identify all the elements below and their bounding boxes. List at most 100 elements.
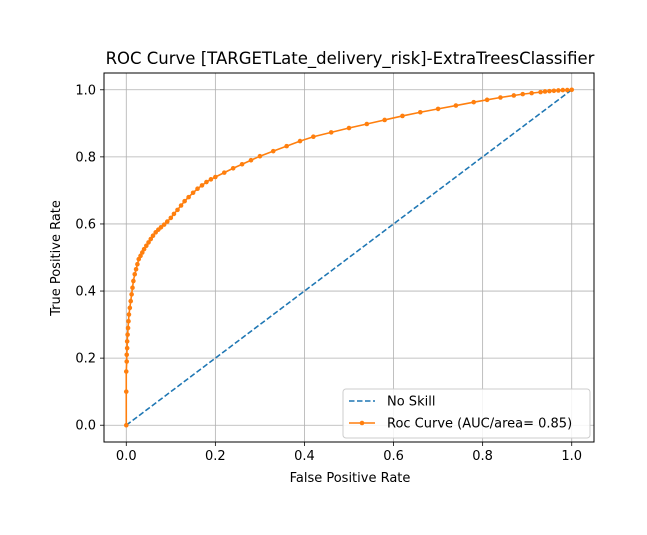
- legend-entry: No Skill: [349, 395, 435, 410]
- data-point: [529, 90, 534, 96]
- data-point: [124, 345, 130, 351]
- data-point: [168, 215, 174, 221]
- data-point: [171, 211, 177, 217]
- data-point: [124, 339, 130, 344]
- data-point: [551, 88, 557, 94]
- data-point: [248, 157, 254, 163]
- x-tick-label: 0.8: [472, 449, 493, 464]
- data-point: [144, 243, 149, 249]
- data-point: [195, 186, 200, 192]
- y-tick-label: 0.6: [75, 217, 96, 232]
- data-point: [564, 87, 570, 93]
- data-point: [560, 87, 566, 93]
- chart-title: ROC Curve [TARGETLate_delivery_risk]-Ext…: [106, 49, 595, 69]
- series-layer: [123, 87, 575, 428]
- data-point: [148, 236, 154, 242]
- data-point: [135, 261, 140, 267]
- legend-entry: Roc Curve (AUC/area= 0.85): [349, 417, 572, 432]
- data-point: [178, 203, 184, 208]
- data-point: [124, 352, 130, 358]
- x-tick-label: 0.4: [294, 449, 315, 464]
- data-point: [538, 89, 543, 95]
- data-point: [542, 89, 548, 94]
- data-point: [221, 170, 227, 175]
- data-point: [311, 134, 316, 140]
- data-point: [284, 143, 289, 149]
- series-1: [123, 87, 575, 428]
- y-tick-label: 1.0: [75, 83, 96, 98]
- data-point: [204, 179, 209, 185]
- data-point: [346, 125, 352, 131]
- data-point: [182, 198, 187, 204]
- series-line: [125, 89, 573, 426]
- x-tick-label: 0.0: [116, 449, 137, 464]
- data-point: [471, 99, 477, 105]
- data-point: [569, 87, 575, 93]
- legend-label: Roc Curve (AUC/area= 0.85): [387, 417, 572, 432]
- data-point: [556, 88, 561, 93]
- data-point: [186, 194, 191, 200]
- data-point: [364, 121, 370, 127]
- data-point: [297, 138, 303, 144]
- y-tick-label: 0.2: [75, 352, 96, 367]
- data-point: [199, 183, 205, 188]
- axis-ticks: 0.0 0.2 0.4 0.6 0.8 1.0 0.0 0.2 0.4 0.6 0.8 1.0: [75, 83, 582, 464]
- data-point: [123, 369, 129, 374]
- y-tick-label: 0.4: [75, 285, 96, 300]
- data-point: [123, 389, 129, 394]
- data-point: [125, 332, 130, 337]
- data-point: [484, 97, 490, 103]
- data-point: [141, 246, 147, 252]
- data-point: [257, 153, 263, 159]
- data-point: [400, 113, 405, 119]
- legend: No Skill Roc Curve (AUC/area= 0.85): [342, 388, 591, 439]
- plot-frame: [103, 72, 595, 443]
- data-point: [125, 325, 131, 331]
- legend-marker: [359, 420, 365, 426]
- data-point: [435, 106, 441, 112]
- data-point: [453, 103, 459, 108]
- data-point: [126, 318, 131, 324]
- data-point: [131, 278, 136, 284]
- data-point: [133, 266, 139, 272]
- data-point: [498, 95, 503, 100]
- legend-label: No Skill: [387, 395, 435, 410]
- data-point: [270, 148, 276, 154]
- data-point: [158, 225, 164, 230]
- data-point: [129, 292, 134, 297]
- x-axis-label: False Positive Rate: [290, 471, 411, 486]
- data-point: [213, 174, 218, 180]
- data-point: [239, 161, 245, 167]
- data-point: [382, 117, 387, 123]
- data-point: [547, 88, 552, 94]
- data-point: [190, 190, 196, 196]
- series-0: [125, 89, 573, 426]
- x-tick-label: 1.0: [561, 449, 582, 464]
- data-point: [132, 271, 138, 277]
- y-tick-label: 0.8: [75, 150, 96, 165]
- data-point: [128, 298, 134, 304]
- data-point: [417, 109, 423, 115]
- data-point: [511, 93, 517, 98]
- data-point: [150, 233, 156, 238]
- data-point: [328, 130, 334, 135]
- data-point: [146, 240, 151, 245]
- data-point: [124, 359, 130, 364]
- data-point: [164, 219, 170, 224]
- data-point: [175, 207, 180, 213]
- data-point: [208, 177, 214, 182]
- y-tick-label: 0.0: [75, 419, 96, 434]
- x-tick-label: 0.6: [383, 449, 404, 464]
- data-point: [130, 285, 135, 290]
- data-point: [126, 312, 132, 317]
- data-point: [123, 422, 129, 428]
- x-tick-label: 0.2: [205, 449, 226, 464]
- data-point: [230, 165, 236, 171]
- y-axis-label: True Positive Rate: [49, 200, 64, 317]
- data-point: [127, 305, 133, 311]
- grid-lines: [104, 73, 594, 442]
- data-point: [520, 91, 526, 97]
- legend-entries: No Skill Roc Curve (AUC/area= 0.85): [349, 395, 572, 432]
